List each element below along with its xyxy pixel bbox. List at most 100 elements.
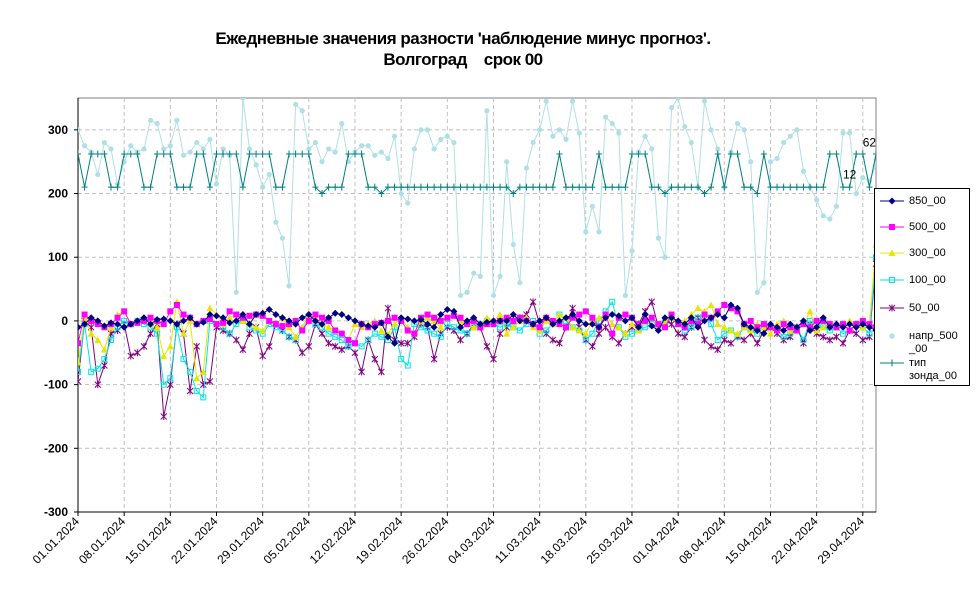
data-point-00 [444, 183, 451, 191]
data-point-85000 [120, 323, 128, 331]
data-point-00 [780, 183, 787, 191]
data-point-85000 [549, 320, 557, 328]
data-point-00 [292, 150, 299, 158]
x-tick-label: 01.01.2024 [30, 514, 83, 567]
data-point-50000 [332, 327, 339, 334]
data-point-50000 [326, 146, 332, 152]
annotation-label: 62 [863, 136, 877, 150]
data-point-85000 [602, 314, 610, 322]
data-point-00 [813, 183, 820, 191]
data-point-50000 [213, 181, 220, 187]
data-point-10000 [873, 254, 876, 261]
legend-symbol-tip [880, 359, 904, 367]
data-point-5000 [833, 333, 840, 341]
data-point-50000 [378, 149, 384, 155]
data-point-85000 [318, 320, 326, 328]
chart-title: Ежедневные значения разности 'наблюдение… [0, 28, 926, 70]
data-point-50000 [424, 127, 431, 133]
data-point-30000 [153, 323, 161, 331]
y-tick-label: -200 [44, 441, 68, 455]
data-point-85000 [232, 317, 240, 325]
data-point-00 [840, 183, 847, 191]
data-point-85000 [516, 317, 524, 325]
data-point-85000 [410, 317, 418, 325]
data-point-5000 [496, 330, 504, 338]
data-point-50000 [385, 155, 391, 162]
data-point-50000 [384, 317, 391, 324]
data-point-50000 [365, 143, 371, 149]
data-point-50000 [438, 136, 444, 142]
data-point-50000 [293, 101, 299, 107]
y-tick-label: -100 [44, 378, 68, 392]
legend-label-100: 100_00 [909, 274, 946, 286]
data-point-00 [266, 150, 273, 158]
data-point-50000 [701, 98, 708, 104]
data-point-50000 [358, 143, 365, 149]
data-point-50000 [484, 108, 490, 114]
data-point-00 [338, 183, 345, 191]
data-point-50000 [655, 321, 662, 328]
data-point-5000 [246, 330, 253, 338]
data-point-30000 [734, 330, 742, 337]
data-point-50000 [510, 317, 517, 324]
data-point-30000 [78, 358, 82, 366]
data-point-10000 [688, 324, 695, 331]
data-point-50000 [814, 197, 820, 203]
data-point-50000 [180, 311, 187, 318]
data-point-00 [325, 183, 332, 191]
data-point-50000 [260, 184, 266, 190]
data-point-50000 [708, 127, 714, 133]
data-point-30000 [503, 330, 511, 337]
data-point-00 [655, 183, 662, 191]
y-tick-label: 0 [61, 314, 68, 328]
data-point-85000 [212, 312, 220, 320]
data-point-00 [470, 183, 477, 191]
data-point-10000 [167, 375, 174, 382]
data-point-85000 [180, 317, 188, 325]
data-point-10000 [325, 330, 332, 337]
data-point-50000 [530, 139, 536, 146]
data-point-85000 [859, 320, 867, 328]
data-point-85000 [839, 323, 847, 331]
data-point-85000 [852, 323, 860, 331]
data-point-50000 [767, 159, 774, 165]
data-point-00 [589, 183, 596, 191]
legend-symbol-50 [880, 304, 904, 312]
data-point-50000 [900, 127, 905, 132]
data-point-5000 [602, 323, 609, 331]
data-point-50000 [299, 327, 306, 334]
x-tick-label: 29.04.2024 [815, 514, 868, 567]
data-point-50000 [160, 321, 167, 328]
data-point-30000 [391, 320, 399, 328]
data-point-5000 [589, 342, 596, 350]
data-point-85000 [714, 311, 722, 319]
series-85000 [78, 301, 876, 347]
data-point-50000 [305, 317, 312, 324]
data-point-50000 [655, 235, 661, 241]
data-point-5000 [325, 339, 332, 347]
data-point-5000 [701, 336, 708, 344]
data-point-50000 [920, 159, 925, 164]
data-point-50000 [240, 98, 246, 101]
data-point-50000 [833, 203, 840, 209]
chart-legend: 850_00 500_00 300_00 100_00 50_00 напр_5… [874, 188, 970, 386]
data-point-5000 [549, 336, 557, 344]
data-point-10000 [338, 337, 345, 344]
data-point-00 [959, 151, 965, 158]
data-point-85000 [292, 320, 300, 328]
data-point-00 [187, 183, 194, 191]
x-tick-label: 05.02.2024 [261, 514, 314, 567]
data-point-85000 [608, 311, 616, 319]
data-point-85000 [536, 317, 544, 325]
data-point-10000 [94, 365, 101, 372]
data-point-00 [569, 183, 576, 191]
data-point-50000 [411, 330, 418, 337]
data-point-85000 [562, 314, 570, 322]
data-point-5000 [259, 352, 267, 360]
data-point-85000 [529, 320, 537, 328]
data-point-00 [596, 150, 603, 158]
data-point-50000 [391, 314, 398, 321]
data-point-85000 [344, 314, 352, 322]
x-tick-label: 25.03.2024 [584, 514, 637, 567]
data-point-5000 [378, 368, 385, 376]
